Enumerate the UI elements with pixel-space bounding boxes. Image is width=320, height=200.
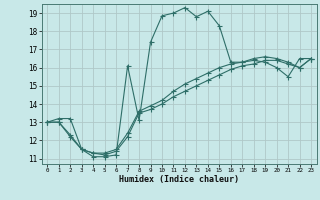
X-axis label: Humidex (Indice chaleur): Humidex (Indice chaleur) (119, 175, 239, 184)
